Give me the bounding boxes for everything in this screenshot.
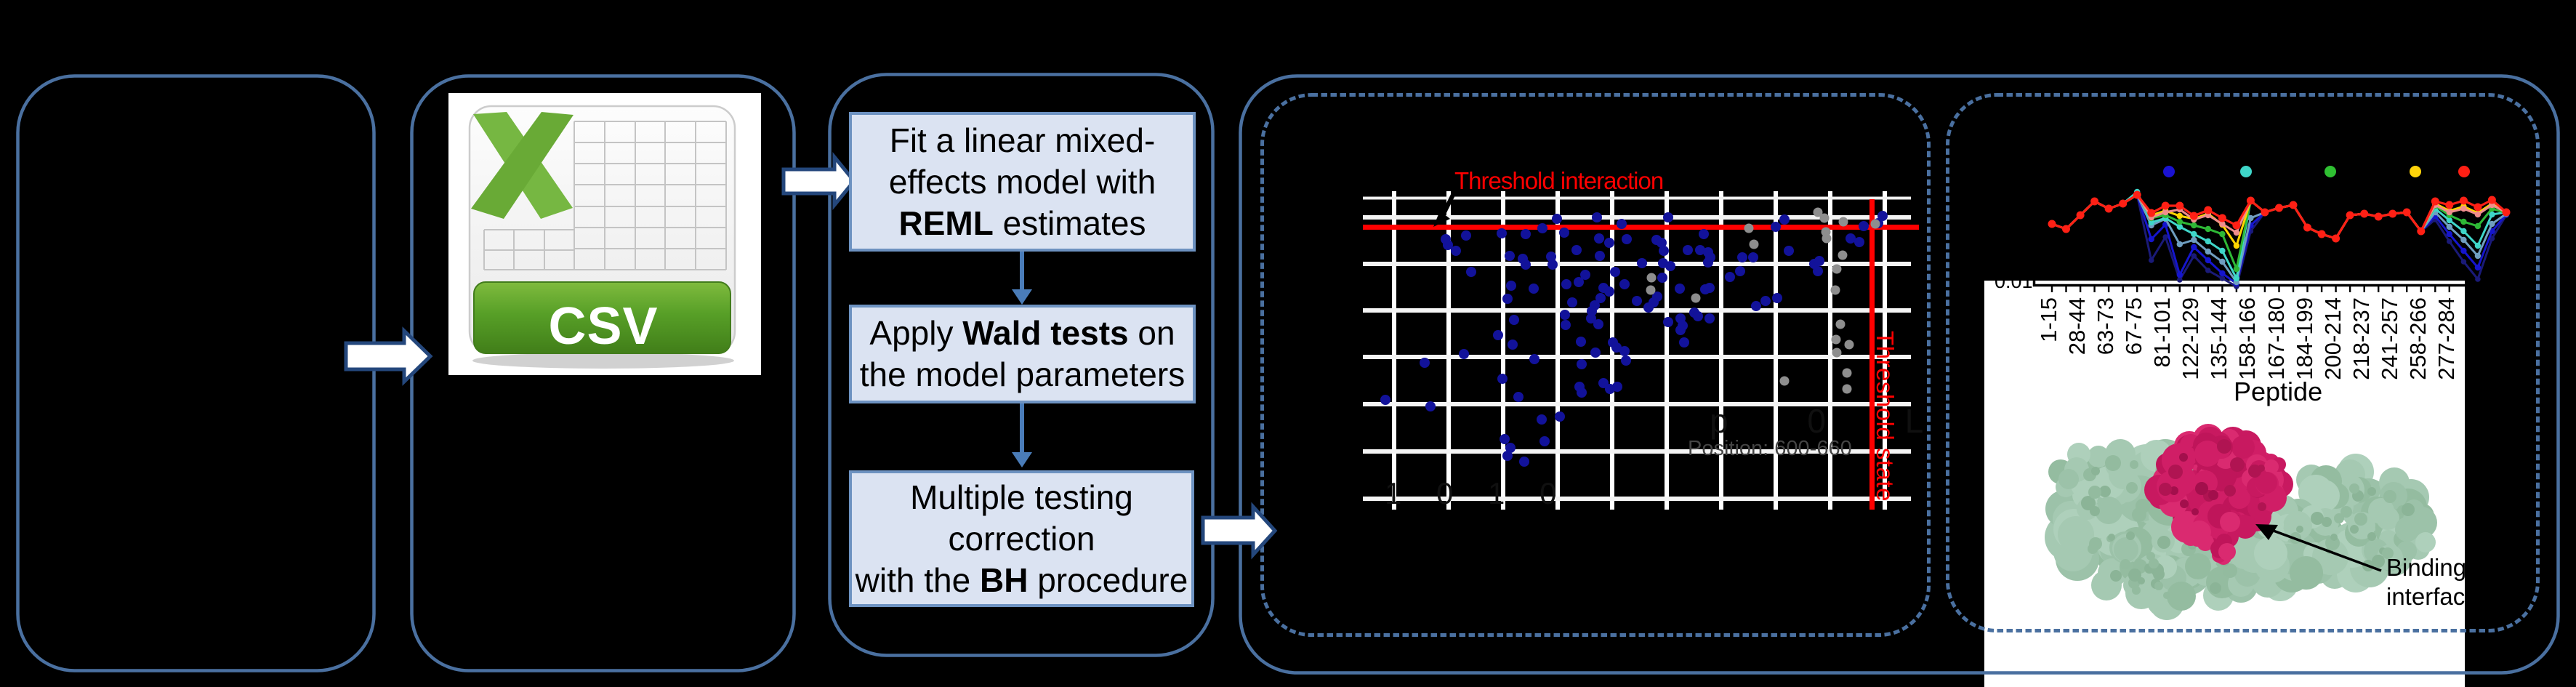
svg-text:CSV: CSV xyxy=(548,297,658,355)
